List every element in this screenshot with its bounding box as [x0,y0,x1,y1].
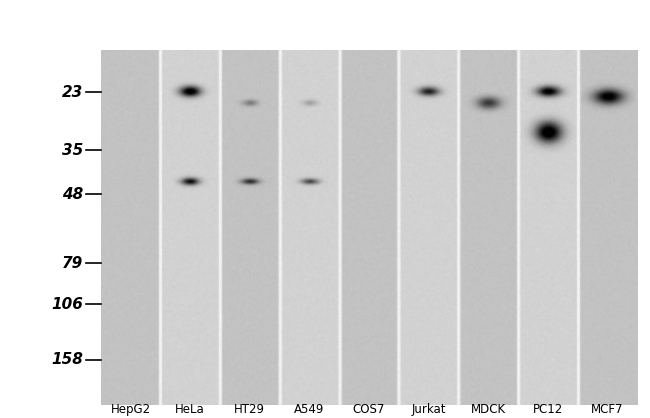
Text: Jurkat: Jurkat [411,403,446,416]
Text: MCF7: MCF7 [591,403,623,416]
Text: 35: 35 [62,143,83,158]
Text: 158: 158 [51,352,83,367]
Text: 106: 106 [51,297,83,312]
Text: A549: A549 [294,403,324,416]
Text: HepG2: HepG2 [111,403,151,416]
Text: HT29: HT29 [234,403,265,416]
Text: MDCK: MDCK [471,403,506,416]
Text: 23: 23 [62,84,83,99]
Text: COS7: COS7 [353,403,385,416]
Text: PC12: PC12 [532,403,563,416]
Text: HeLa: HeLa [176,403,205,416]
Text: 48: 48 [62,187,83,202]
Text: 79: 79 [62,256,83,271]
